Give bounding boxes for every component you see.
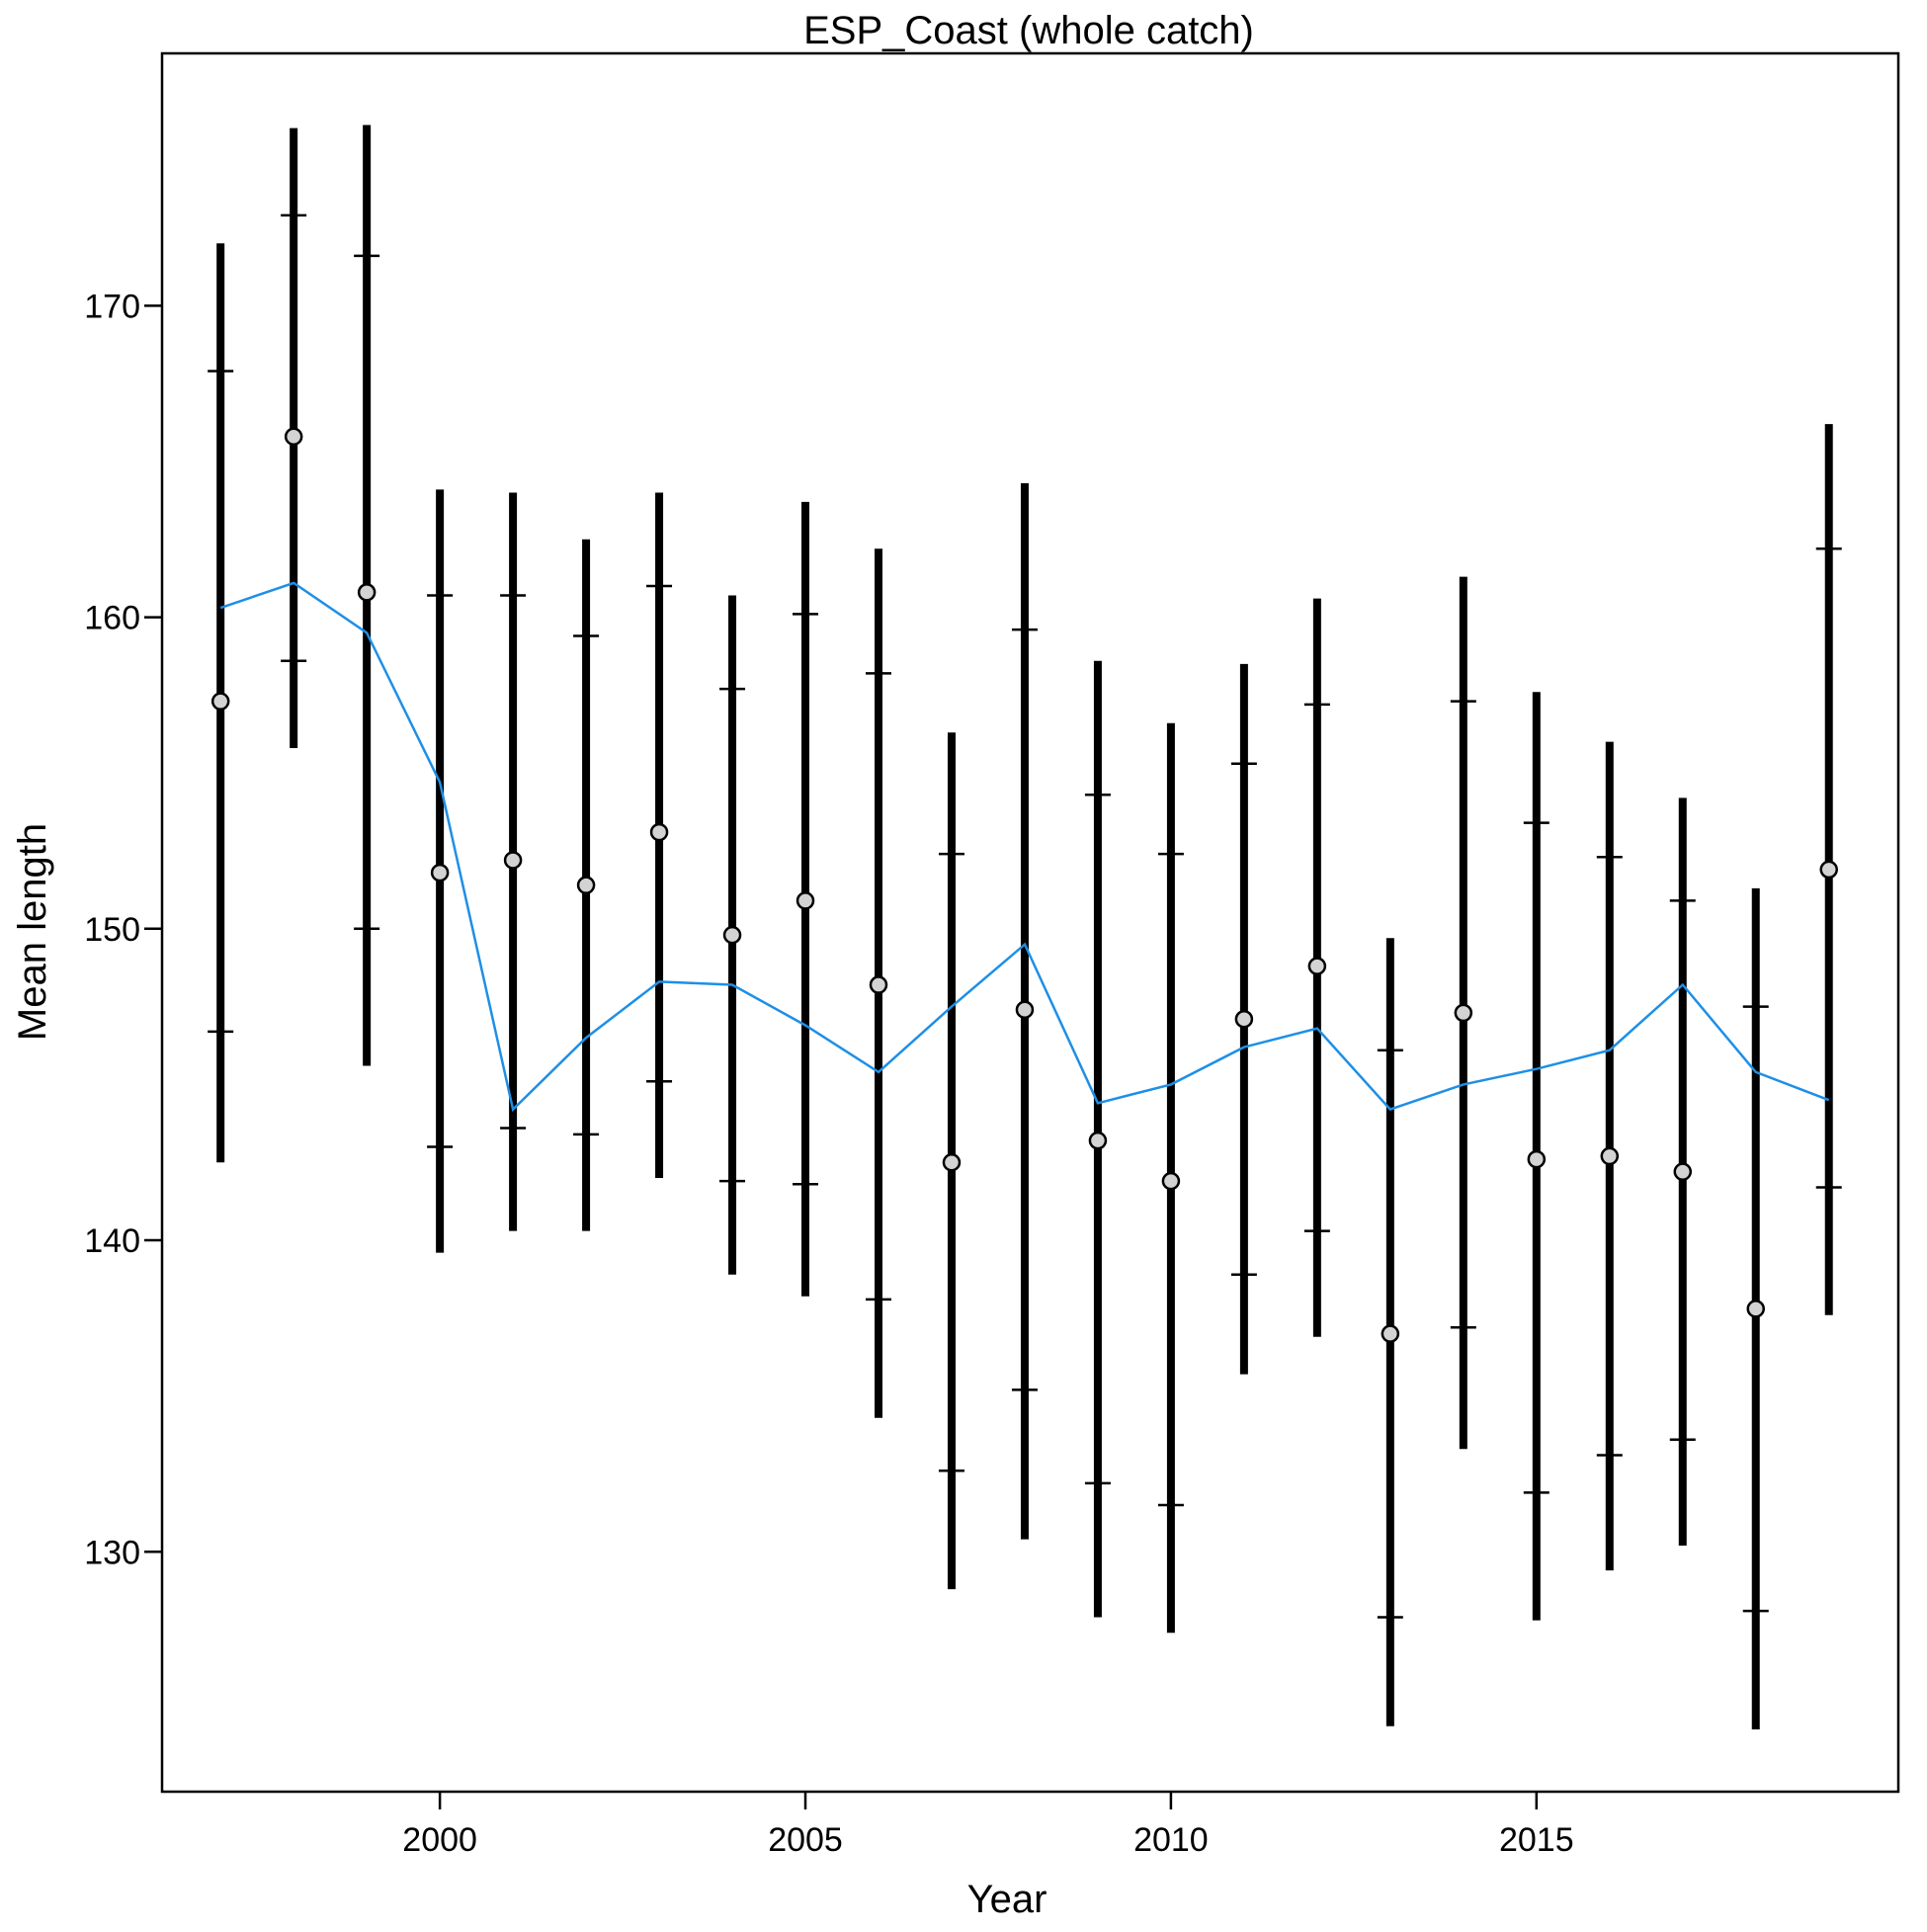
observed-point — [1600, 1146, 1620, 1166]
observed-points — [210, 427, 1838, 1343]
observed-point — [1161, 1171, 1181, 1191]
x-tick-label: 2005 — [768, 1821, 843, 1859]
observed-point — [1381, 1324, 1400, 1343]
x-tick-label: 2015 — [1499, 1821, 1574, 1859]
y-axis: 130 140 150 160 170 — [84, 288, 162, 1571]
observed-point — [210, 692, 230, 711]
y-tick-label: 130 — [84, 1534, 140, 1571]
x-tick-label: 2010 — [1133, 1821, 1209, 1859]
error-bars — [208, 125, 1842, 1729]
y-tick-label: 150 — [84, 911, 140, 949]
observed-point — [722, 925, 742, 945]
observed-point — [1527, 1149, 1547, 1169]
observed-point — [1088, 1131, 1108, 1150]
x-axis: 2000 2005 2010 2015 — [402, 1792, 1574, 1859]
observed-point — [796, 891, 815, 910]
expected-line-group — [219, 581, 1830, 1113]
observed-point — [869, 975, 888, 994]
observed-point — [1673, 1162, 1693, 1181]
observed-point — [649, 822, 669, 842]
observed-point — [1454, 1003, 1473, 1023]
chart-title: ESP_Coast (whole catch) — [803, 9, 1254, 52]
observed-point — [284, 427, 303, 446]
observed-point — [576, 876, 596, 894]
y-axis-label: Mean length — [11, 823, 54, 1041]
observed-point — [942, 1152, 962, 1172]
y-tick-label: 160 — [84, 600, 140, 637]
observed-point — [503, 851, 523, 870]
observed-point — [1746, 1300, 1765, 1318]
y-tick-label: 170 — [84, 288, 140, 325]
x-tick-label: 2000 — [402, 1821, 477, 1859]
expected-line — [219, 581, 1830, 1113]
observed-point — [430, 863, 450, 882]
observed-point — [357, 583, 377, 602]
x-axis-label: Year — [967, 1878, 1047, 1921]
observed-point — [1307, 957, 1327, 975]
observed-point — [1819, 860, 1838, 880]
observed-point — [1015, 1000, 1035, 1020]
observed-point — [1234, 1009, 1254, 1029]
plot-frame — [160, 51, 1900, 1794]
y-tick-label: 140 — [84, 1222, 140, 1260]
